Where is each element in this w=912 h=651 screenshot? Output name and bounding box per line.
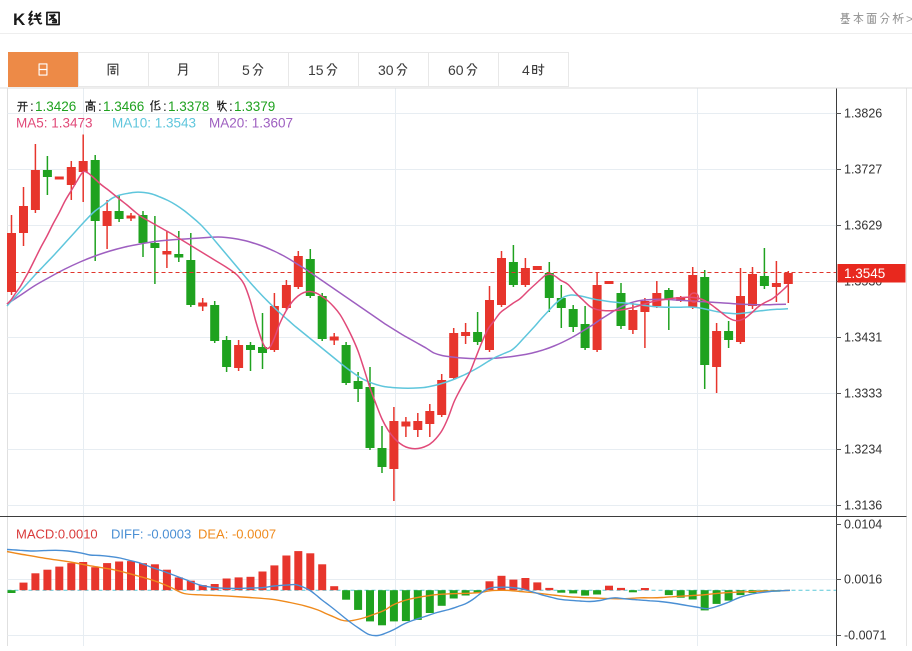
svg-text::: : (30, 99, 34, 114)
svg-text:1.3378: 1.3378 (168, 99, 209, 114)
svg-text::: : (229, 99, 233, 114)
svg-text:MA10: 1.3543: MA10: 1.3543 (112, 116, 196, 131)
svg-text:1.3333: 1.3333 (844, 387, 882, 401)
svg-text:>: > (906, 12, 912, 26)
svg-text:1.3466: 1.3466 (103, 99, 144, 114)
svg-text:1.3545: 1.3545 (844, 266, 885, 281)
svg-text:1.3629: 1.3629 (844, 219, 882, 233)
svg-text:4: 4 (522, 62, 530, 78)
svg-text:DEA: -0.0007: DEA: -0.0007 (198, 527, 276, 542)
svg-text:0.0104: 0.0104 (844, 518, 882, 532)
svg-text:MA5: 1.3473: MA5: 1.3473 (16, 116, 93, 131)
svg-text:1.3379: 1.3379 (234, 99, 275, 114)
svg-text:5: 5 (242, 62, 250, 78)
svg-text:1.3136: 1.3136 (844, 499, 882, 513)
svg-text:15: 15 (308, 62, 324, 78)
svg-text::: : (98, 99, 102, 114)
svg-text:K: K (13, 10, 26, 29)
svg-text:1.3426: 1.3426 (35, 99, 76, 114)
svg-text:30: 30 (378, 62, 394, 78)
svg-text:60: 60 (448, 62, 464, 78)
svg-text:1.3431: 1.3431 (844, 331, 882, 345)
svg-text:1.3727: 1.3727 (844, 163, 882, 177)
svg-text:1.3826: 1.3826 (844, 107, 882, 121)
svg-text:MACD:0.0010: MACD:0.0010 (16, 527, 98, 542)
svg-text::: : (163, 99, 167, 114)
svg-text:MA20: 1.3607: MA20: 1.3607 (209, 116, 293, 131)
svg-text:1.3234: 1.3234 (844, 443, 882, 457)
svg-text:0.0016: 0.0016 (844, 573, 882, 587)
svg-text:DIFF: -0.0003: DIFF: -0.0003 (111, 527, 191, 542)
svg-text:-0.0071: -0.0071 (844, 629, 886, 643)
